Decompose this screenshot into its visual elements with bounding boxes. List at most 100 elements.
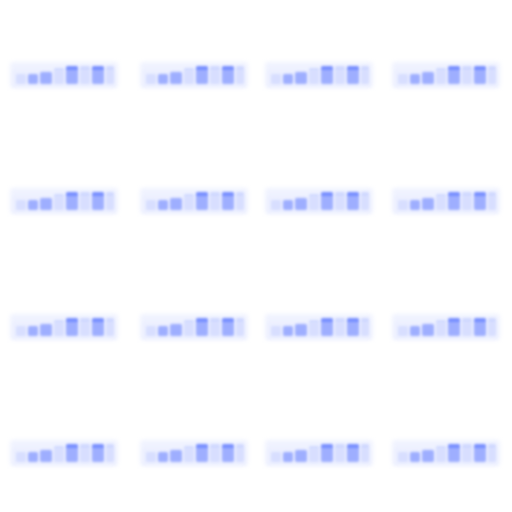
pixel-block [321, 192, 333, 210]
grid-item-1 [10, 52, 118, 92]
pixel-block [398, 74, 408, 84]
pixel-block [398, 200, 408, 210]
pixel-block [410, 452, 420, 462]
pixel-block [436, 194, 446, 210]
pixel-block [184, 68, 194, 84]
pixel-block [422, 198, 434, 210]
pixel-block [436, 68, 446, 84]
pixel-block [347, 192, 359, 210]
pixel-block [196, 66, 208, 84]
pixel-block [184, 446, 194, 462]
pixel-block [236, 318, 244, 336]
pixel-block [184, 194, 194, 210]
pixel-block [170, 324, 182, 336]
pixel-block [106, 192, 114, 210]
grid-item-15 [265, 430, 373, 470]
grid-item-8 [392, 178, 500, 218]
pixel-block [210, 318, 220, 336]
pixel-block [106, 318, 114, 336]
grid-item-9 [10, 304, 118, 344]
pixel-block [309, 446, 319, 462]
pixel-block [321, 318, 333, 336]
pixel-block [66, 66, 78, 84]
pixel-block [80, 318, 90, 336]
pixel-block [92, 66, 104, 84]
pixel-block [146, 74, 156, 84]
grid-item-5 [10, 178, 118, 218]
pixel-block [271, 74, 281, 84]
pixel-block [488, 444, 496, 462]
pixel-block [309, 320, 319, 336]
pixel-block [54, 446, 64, 462]
pixel-block [361, 66, 369, 84]
pixel-block [222, 66, 234, 84]
pixel-block [422, 324, 434, 336]
pixel-block [410, 200, 420, 210]
pixel-block [436, 320, 446, 336]
pixel-block [422, 450, 434, 462]
pixel-block [210, 192, 220, 210]
pixel-block [410, 326, 420, 336]
pixel-block [309, 68, 319, 84]
pixel-block [170, 72, 182, 84]
pixel-block [236, 192, 244, 210]
pixel-block [295, 324, 307, 336]
pixel-block [146, 452, 156, 462]
pixel-block [16, 452, 26, 462]
grid-item-13 [10, 430, 118, 470]
pixel-block [394, 322, 498, 340]
pixel-block [80, 66, 90, 84]
pixel-block [347, 66, 359, 84]
pixel-block [28, 452, 38, 462]
pixel-block [283, 200, 293, 210]
grid-item-2 [140, 52, 248, 92]
pixel-block [295, 450, 307, 462]
pixel-block [92, 192, 104, 210]
pixel-block [267, 322, 371, 340]
pixel-block [92, 444, 104, 462]
pixel-block [335, 318, 345, 336]
pixel-block [321, 444, 333, 462]
pixel-block [196, 318, 208, 336]
pixel-block [335, 444, 345, 462]
pixel-block [66, 192, 78, 210]
pixel-block [106, 66, 114, 84]
pixel-block [28, 200, 38, 210]
pixel-block [394, 196, 498, 214]
pixel-block [92, 318, 104, 336]
pixel-block [40, 72, 52, 84]
pixel-block [335, 66, 345, 84]
pixel-block [54, 68, 64, 84]
pixel-block [394, 70, 498, 88]
pixel-block [271, 326, 281, 336]
pixel-block [170, 198, 182, 210]
pixel-block [488, 318, 496, 336]
pixel-block [184, 320, 194, 336]
pixel-block [321, 66, 333, 84]
pixel-block [142, 70, 246, 88]
pixel-block [462, 66, 472, 84]
grid-item-3 [265, 52, 373, 92]
pixel-block [28, 74, 38, 84]
pixel-block [309, 194, 319, 210]
pixel-block [448, 444, 460, 462]
grid-item-7 [265, 178, 373, 218]
pixel-block [462, 318, 472, 336]
pixel-block [66, 318, 78, 336]
pixel-block [267, 448, 371, 466]
pixel-block [16, 74, 26, 84]
pixel-block [271, 452, 281, 462]
pixel-block [158, 200, 168, 210]
pixel-block [295, 198, 307, 210]
pixel-block [12, 448, 116, 466]
pixel-block [158, 326, 168, 336]
pixel-block [398, 326, 408, 336]
pixel-block [80, 192, 90, 210]
pixel-block [335, 192, 345, 210]
pixel-block [142, 322, 246, 340]
pixel-block [361, 444, 369, 462]
pixel-block [54, 320, 64, 336]
pixel-block [488, 192, 496, 210]
pixel-block [12, 196, 116, 214]
grid-item-16 [392, 430, 500, 470]
